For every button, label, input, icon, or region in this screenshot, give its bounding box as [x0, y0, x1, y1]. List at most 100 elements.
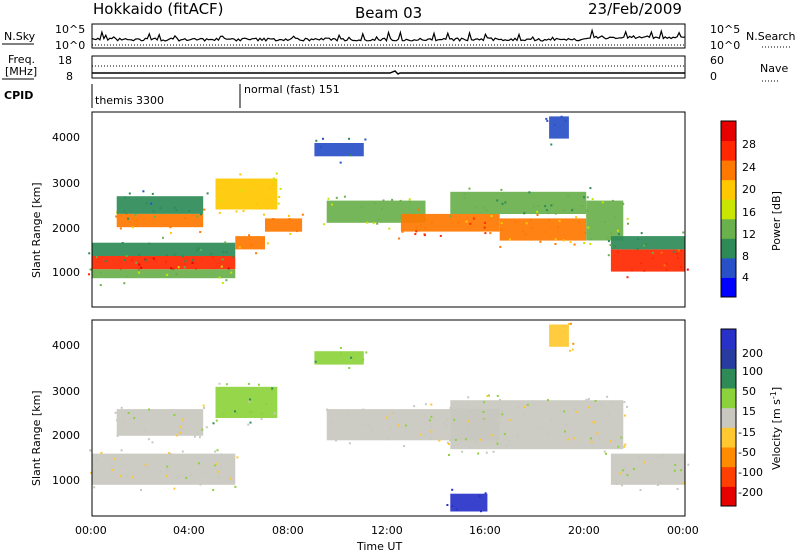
power-speckle [560, 115, 563, 118]
velocity-speckle [215, 462, 218, 465]
velocity-speckle [574, 408, 576, 411]
power-speckle [203, 208, 206, 211]
velocity-speckle [594, 400, 597, 402]
power-speckle [152, 210, 155, 213]
velocity-speckle [656, 455, 659, 458]
velocity-speckle [617, 445, 620, 448]
velocity-speckle [226, 476, 229, 479]
power-cbar-segment [721, 121, 736, 142]
velocity-speckle [480, 510, 482, 513]
power-cbar-segment [721, 218, 736, 239]
power-speckle [509, 238, 511, 241]
power-speckle [530, 227, 533, 230]
power-speckle [501, 202, 504, 205]
velocity-speckle [202, 404, 205, 407]
power-speckle [417, 208, 420, 211]
power-speckle [144, 259, 147, 262]
power-cbar-tick-28: 28 [742, 138, 756, 151]
xtick-4: 16:00 [469, 524, 501, 537]
velocity-speckle [100, 451, 103, 454]
power-speckle [521, 230, 524, 233]
power-speckle [315, 139, 318, 142]
velocity-speckle [656, 484, 659, 486]
power-speckle [220, 265, 223, 268]
velocity-speckle [483, 430, 486, 433]
velocity-speckle [110, 465, 113, 468]
velocity-speckle [173, 487, 176, 490]
velocity-speckle [212, 489, 215, 491]
power-speckle [640, 232, 643, 235]
power-speckle [586, 196, 589, 199]
velocity-speckle [455, 508, 458, 511]
velocity-speckle [143, 429, 146, 432]
velocity-speckle [413, 405, 416, 408]
velocity-speckle [571, 348, 574, 351]
power-speckle [192, 259, 195, 262]
power-speckle [489, 232, 492, 235]
velocity-speckle [169, 453, 172, 456]
velocity-speckle [593, 412, 596, 415]
velocity-speckle [362, 408, 365, 411]
power-speckle [643, 244, 646, 247]
power-speckle [222, 250, 225, 253]
power-speckle [563, 209, 566, 212]
velocity-speckle [661, 454, 664, 457]
power-speckle [241, 189, 244, 192]
power-ytick-3000: 3000 [52, 177, 80, 190]
power-speckle [219, 199, 222, 202]
power-speckle [547, 212, 550, 215]
velocity-speckle [533, 446, 536, 449]
velocity-speckle [181, 450, 184, 453]
velocity-cbar-segment [721, 407, 736, 428]
power-speckle [104, 260, 107, 262]
velocity-speckle [446, 418, 449, 421]
velocity-speckle [476, 407, 479, 409]
power-speckle [606, 237, 609, 240]
velocity-speckle [249, 421, 252, 424]
power-region-6 [215, 178, 278, 210]
power-region-7 [265, 218, 303, 232]
power-speckle [242, 210, 245, 212]
power-speckle [469, 222, 472, 225]
velocity-speckle [605, 452, 607, 455]
velocity-speckle [215, 419, 218, 422]
power-speckle [188, 209, 191, 212]
power-speckle [135, 261, 138, 264]
power-speckle [482, 206, 485, 209]
power-speckle [364, 138, 367, 141]
power-speckle [567, 195, 570, 198]
x-axis: 00:00 04:00 08:00 12:00 16:00 20:00 00:0… [75, 524, 699, 553]
power-ytick-2000: 2000 [52, 222, 80, 235]
power-speckle [583, 242, 586, 244]
velocity-speckle [453, 418, 456, 421]
velocity-speckle [592, 443, 595, 446]
velocity-speckle [119, 475, 122, 478]
power-speckle [169, 226, 172, 229]
power-region-11 [499, 218, 587, 241]
velocity-speckle [621, 484, 623, 487]
nave-tick-bottom: 0 [710, 70, 717, 83]
velocity-speckle [248, 382, 250, 385]
velocity-speckle [429, 437, 432, 440]
velocity-region-2 [215, 386, 278, 418]
power-speckle [472, 217, 475, 220]
power-speckle [490, 215, 493, 217]
power-speckle [322, 223, 325, 226]
power-region-3 [235, 236, 265, 250]
velocity-speckle [522, 414, 525, 417]
velocity-speckle [147, 438, 150, 441]
nsky-trace [91, 28, 686, 43]
velocity-speckle [541, 425, 543, 428]
power-speckle [575, 216, 578, 219]
nave-tick-top: 60 [710, 54, 724, 67]
power-speckle [539, 240, 542, 243]
power-speckle [415, 230, 418, 233]
velocity-speckle [503, 433, 506, 436]
velocity-ytick-2000: 2000 [52, 429, 80, 442]
power-speckle [616, 229, 619, 232]
velocity-speckle [314, 360, 317, 363]
nsky-tick-bottom: 10^0 [55, 39, 85, 52]
velocity-speckle [496, 442, 499, 445]
velocity-cbar-segment [721, 388, 736, 409]
velocity-speckle [273, 412, 276, 415]
